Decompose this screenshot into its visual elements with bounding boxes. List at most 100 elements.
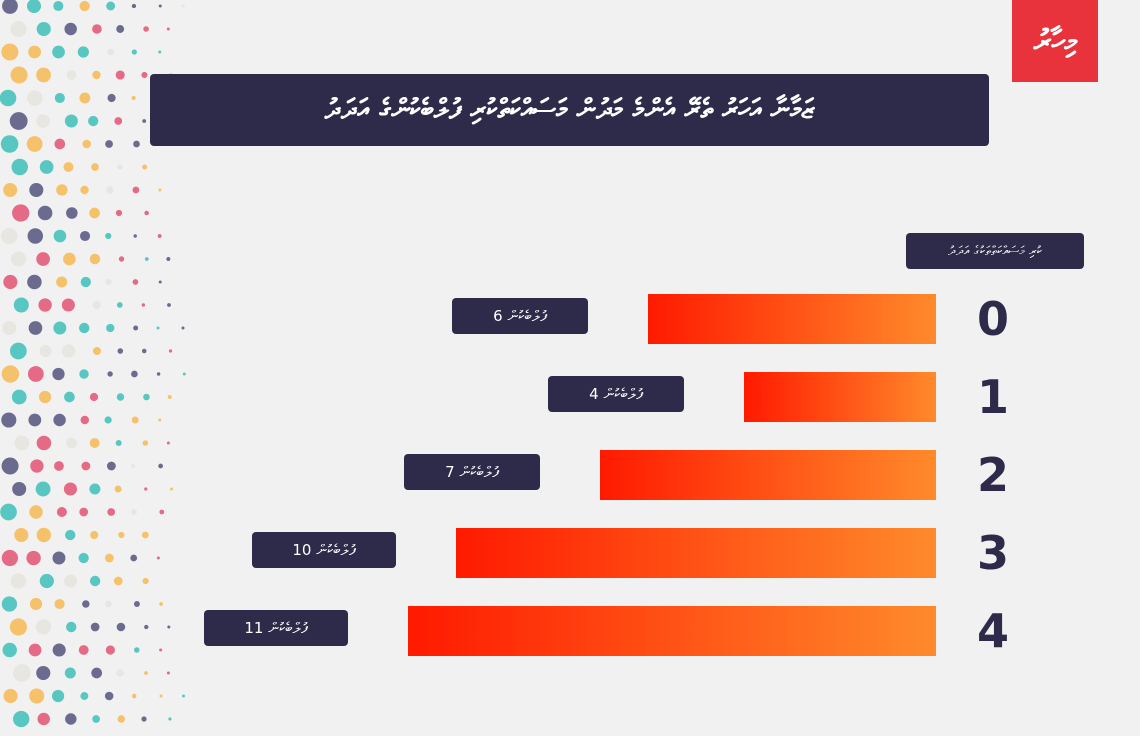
decor-dot xyxy=(36,67,51,83)
decor-dot xyxy=(106,1,116,11)
decor-dot xyxy=(38,298,52,312)
bar-4 xyxy=(408,606,936,656)
decor-dot xyxy=(9,342,27,360)
value-label-4: 11 ފުލްބެކުން xyxy=(204,610,348,646)
decor-dot xyxy=(66,70,77,80)
decor-dot xyxy=(80,230,91,242)
decor-dot xyxy=(107,371,113,377)
decor-dot xyxy=(11,389,27,405)
decor-dot xyxy=(27,228,44,244)
decor-dot xyxy=(158,463,164,469)
decor-dot xyxy=(144,257,149,261)
category-label-4: 4 xyxy=(976,604,1009,658)
decor-dot xyxy=(92,70,101,80)
decor-dot xyxy=(64,114,78,128)
decor-dot xyxy=(2,320,17,336)
decor-dot xyxy=(26,136,43,152)
decor-dot xyxy=(54,92,65,104)
bar-1 xyxy=(744,372,936,422)
decor-dot xyxy=(131,509,137,515)
decor-dot xyxy=(12,481,27,497)
decor-dot xyxy=(30,459,44,473)
decor-dot xyxy=(35,619,52,635)
decor-dot xyxy=(92,346,101,356)
decor-dot xyxy=(115,70,125,80)
decor-dot xyxy=(89,392,99,402)
value-label-0: 6 ފުލްބެކުން xyxy=(452,298,588,334)
decor-dot xyxy=(166,671,170,675)
decor-dot xyxy=(39,345,52,357)
decor-dot xyxy=(29,688,45,704)
decor-dot xyxy=(26,550,41,566)
decor-dot xyxy=(142,119,147,123)
decor-dot xyxy=(51,689,65,703)
decor-dot xyxy=(182,372,186,376)
decor-dot xyxy=(105,645,115,655)
decor-dot xyxy=(29,597,43,611)
decor-dot xyxy=(82,600,90,608)
decor-dot xyxy=(37,205,53,221)
decor-dot xyxy=(13,664,31,682)
decor-dot xyxy=(133,647,140,653)
decor-dot xyxy=(27,274,42,290)
decor-dot xyxy=(158,280,162,284)
decor-dot xyxy=(168,349,173,353)
decor-dot xyxy=(167,303,171,307)
decor-dot xyxy=(106,186,114,194)
decor-dot xyxy=(28,45,41,59)
chart-title: ޒަމާނާ އަހަރު ތެރޭ އެންމެ މަދުން މަސައްކ… xyxy=(324,94,815,125)
decor-dot xyxy=(182,694,186,698)
decor-dot xyxy=(158,418,162,422)
decor-dot xyxy=(28,321,43,335)
decor-dot xyxy=(106,461,116,471)
decor-dot xyxy=(167,395,172,399)
decor-dot xyxy=(28,413,42,427)
decor-dot xyxy=(80,692,89,700)
decor-dot xyxy=(89,438,100,448)
decor-dot xyxy=(1,457,19,475)
decor-dot xyxy=(118,531,125,539)
decor-dot xyxy=(92,24,102,34)
decor-dot xyxy=(88,115,99,127)
decor-dot xyxy=(0,503,17,521)
category-label-2: 2 xyxy=(976,448,1009,502)
decor-dot xyxy=(10,251,27,267)
decor-dot xyxy=(105,140,113,148)
value-label-2: 7 ފުލްބެކުން xyxy=(404,454,540,490)
decor-dot xyxy=(116,25,125,33)
decor-dot xyxy=(29,182,44,198)
decor-dot xyxy=(80,415,90,425)
decor-dot xyxy=(158,4,162,8)
decor-dot xyxy=(3,688,18,704)
decor-dot xyxy=(118,256,125,262)
decor-dot xyxy=(131,370,138,378)
decor-dot xyxy=(64,391,75,403)
decor-dot xyxy=(9,618,27,636)
decor-dot xyxy=(114,117,123,125)
decor-dot xyxy=(2,642,17,658)
bar-3 xyxy=(456,528,936,578)
decor-dot xyxy=(79,322,90,334)
decor-dot xyxy=(141,71,148,79)
decor-dot xyxy=(113,576,123,586)
decor-dot xyxy=(166,27,170,31)
decor-dot xyxy=(53,0,64,12)
decor-dot xyxy=(133,140,140,148)
decor-dot xyxy=(1,43,19,61)
decor-dot xyxy=(64,667,76,679)
decor-dot xyxy=(130,554,138,562)
decor-dot xyxy=(53,229,67,243)
decor-dot xyxy=(1,412,17,428)
decor-dot xyxy=(159,509,165,515)
decor-dot xyxy=(159,648,163,652)
decor-dot xyxy=(13,710,30,728)
decor-dot xyxy=(36,527,52,543)
decor-dot xyxy=(66,207,78,219)
decor-dot xyxy=(166,257,171,261)
decor-dot xyxy=(131,463,136,469)
decor-dot xyxy=(167,625,171,629)
decor-dot xyxy=(89,253,101,265)
decor-dot xyxy=(52,367,65,381)
decor-dot xyxy=(157,234,162,238)
decor-dot xyxy=(142,440,149,446)
